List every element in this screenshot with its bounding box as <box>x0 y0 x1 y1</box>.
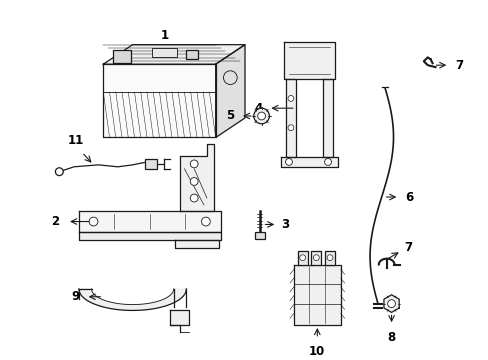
Polygon shape <box>311 251 321 265</box>
Text: 5: 5 <box>225 109 234 122</box>
Circle shape <box>313 255 319 261</box>
Bar <box>152 48 176 57</box>
Polygon shape <box>103 64 215 138</box>
Circle shape <box>190 177 198 185</box>
Text: 4: 4 <box>254 102 262 115</box>
Text: 6: 6 <box>404 190 412 203</box>
Text: 8: 8 <box>386 331 395 344</box>
Circle shape <box>201 217 210 226</box>
Polygon shape <box>383 295 398 312</box>
Text: 7: 7 <box>404 242 411 255</box>
Polygon shape <box>293 265 340 325</box>
Text: 1: 1 <box>161 29 169 42</box>
Circle shape <box>387 300 395 307</box>
Circle shape <box>190 160 198 168</box>
Text: 2: 2 <box>51 215 59 228</box>
Polygon shape <box>325 251 334 265</box>
Circle shape <box>287 125 293 131</box>
Polygon shape <box>323 79 332 157</box>
Circle shape <box>287 95 293 102</box>
Polygon shape <box>297 251 307 265</box>
Polygon shape <box>79 211 220 232</box>
Circle shape <box>324 158 331 165</box>
Polygon shape <box>174 240 218 248</box>
Bar <box>254 232 264 239</box>
Circle shape <box>299 255 305 261</box>
Circle shape <box>285 158 292 165</box>
Text: 7: 7 <box>454 59 462 72</box>
Bar <box>186 50 198 59</box>
Circle shape <box>326 255 332 261</box>
Polygon shape <box>79 232 220 240</box>
Polygon shape <box>215 45 244 138</box>
Polygon shape <box>284 42 334 79</box>
Text: 9: 9 <box>71 290 80 303</box>
Polygon shape <box>103 45 244 64</box>
Circle shape <box>223 71 237 85</box>
Polygon shape <box>285 79 295 157</box>
Text: 3: 3 <box>281 218 289 231</box>
Bar <box>113 50 130 63</box>
Polygon shape <box>281 157 337 167</box>
Polygon shape <box>179 144 213 211</box>
Text: 10: 10 <box>308 345 325 357</box>
Circle shape <box>55 168 63 176</box>
Circle shape <box>253 108 269 124</box>
Polygon shape <box>169 310 189 325</box>
Text: 11: 11 <box>68 134 84 147</box>
Circle shape <box>89 217 98 226</box>
Circle shape <box>190 194 198 202</box>
Polygon shape <box>79 289 186 310</box>
Circle shape <box>257 112 265 120</box>
Bar <box>145 159 157 169</box>
